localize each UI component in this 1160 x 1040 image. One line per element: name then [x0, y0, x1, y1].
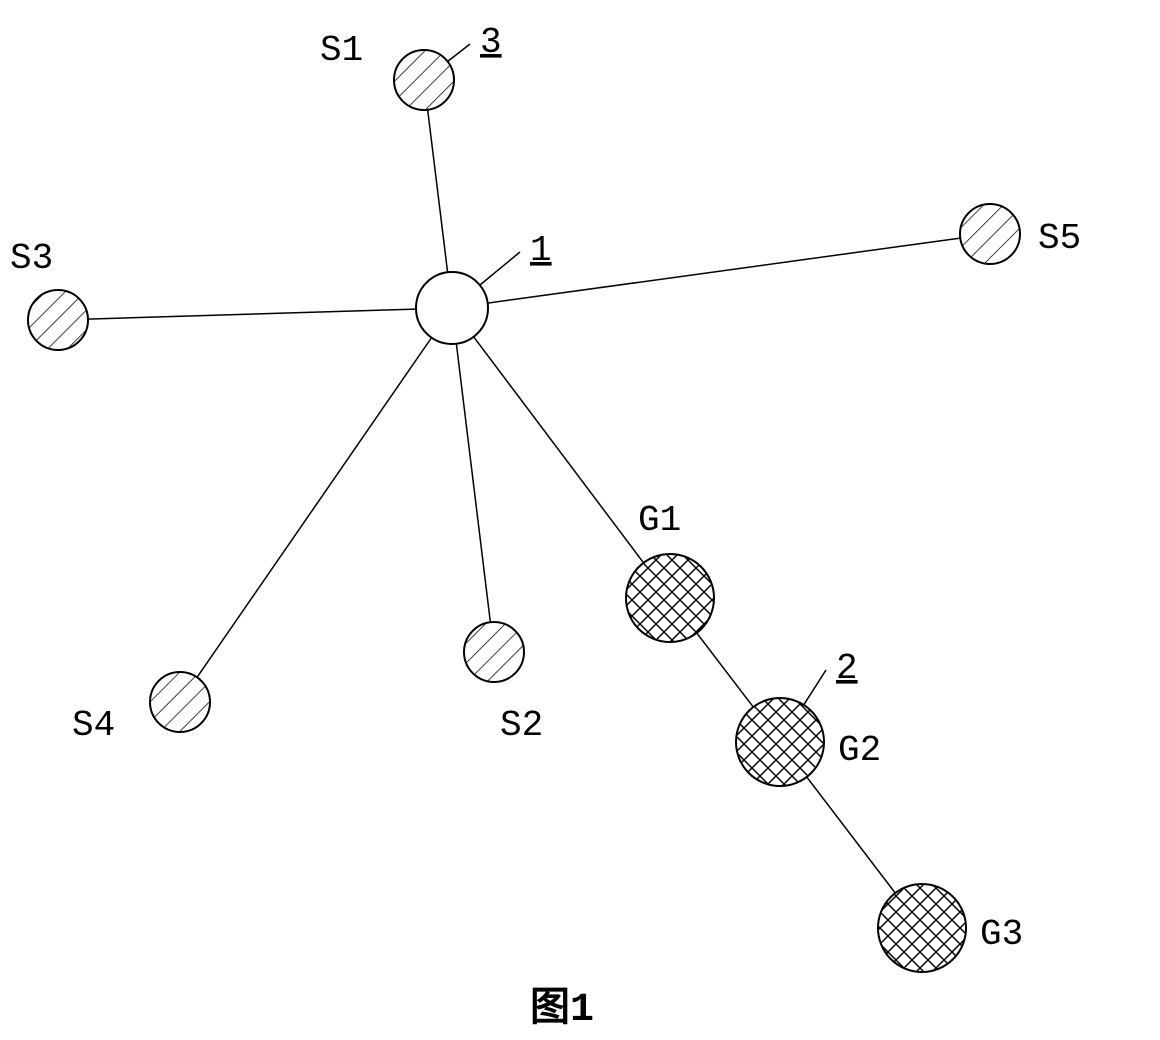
edge-center-S5: [488, 238, 961, 303]
edge-center-S3: [88, 309, 416, 319]
g-node-G1: [626, 554, 714, 642]
label-S4: S4: [72, 705, 115, 746]
edge-G1-G2: [697, 633, 754, 707]
label-G3: G3: [980, 914, 1023, 955]
center-node-center: [416, 272, 488, 344]
edge-center-S1: [428, 110, 448, 272]
figure-caption: 图1: [530, 987, 594, 1033]
s-node-S3: [28, 290, 88, 350]
ref-line-S1: [448, 44, 470, 62]
ref-label-G2: 2: [836, 648, 858, 689]
g-node-G3: [878, 884, 966, 972]
s-node-S4: [150, 672, 210, 732]
edges-layer: [88, 110, 960, 893]
s-node-S1: [394, 50, 454, 110]
label-S3: S3: [10, 238, 53, 279]
ref-line-G2: [804, 670, 826, 705]
edge-center-G1: [474, 337, 644, 563]
label-S2: S2: [500, 705, 543, 746]
edge-center-S2: [456, 344, 490, 622]
edge-G2-G3: [807, 777, 896, 893]
ref-label-center: 1: [530, 230, 552, 271]
ref-line-center: [480, 252, 520, 285]
label-G2: G2: [838, 730, 881, 771]
g-node-G2: [736, 698, 824, 786]
label-S1: S1: [320, 30, 363, 71]
s-node-S2: [464, 622, 524, 682]
s-node-S5: [960, 204, 1020, 264]
label-S5: S5: [1038, 218, 1081, 259]
label-G1: G1: [638, 500, 681, 541]
ref-label-S1: 3: [480, 22, 502, 63]
edge-center-S4: [197, 338, 432, 678]
